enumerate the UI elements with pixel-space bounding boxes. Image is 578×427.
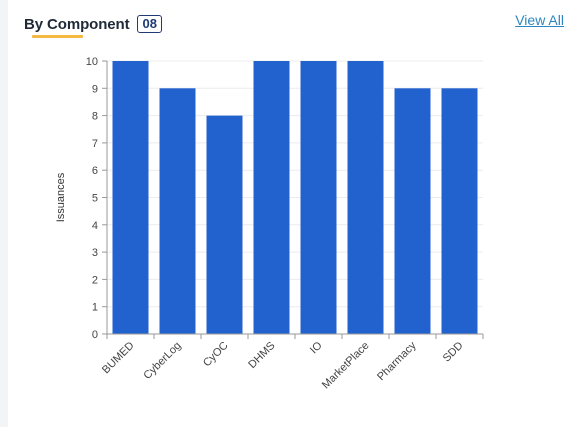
- y-tick-label: 2: [92, 274, 98, 286]
- y-tick-label: 10: [86, 56, 98, 68]
- y-tick-label: 9: [92, 83, 98, 95]
- x-tick-label: MarketPlace: [320, 340, 372, 392]
- left-panel-edge: [0, 0, 8, 427]
- x-tick-label: SDD: [441, 340, 466, 365]
- y-tick-label: 7: [92, 138, 98, 150]
- bar-bumed[interactable]: [112, 61, 149, 334]
- y-tick-label: 6: [92, 165, 98, 177]
- y-tick-label: 4: [92, 220, 98, 232]
- card-title: By Component: [24, 15, 130, 33]
- count-badge: 08: [137, 15, 162, 33]
- bar-marketplace[interactable]: [347, 61, 384, 334]
- bar-cyberlog[interactable]: [159, 88, 196, 334]
- y-tick-label: 5: [92, 193, 98, 205]
- x-tick-label: CyOC: [201, 340, 231, 370]
- title-underline: [32, 35, 83, 38]
- bar-dhms[interactable]: [253, 61, 290, 334]
- x-tick-label: DHMS: [246, 340, 277, 371]
- view-all-link[interactable]: View All: [515, 12, 564, 28]
- y-tick-label: 8: [92, 111, 98, 123]
- x-tick-label: CyberLog: [141, 340, 183, 382]
- y-axis-title: Issuances: [55, 172, 67, 222]
- y-tick-label: 1: [92, 302, 98, 314]
- component-card: By Component 08 View All: [8, 0, 578, 427]
- bar-sdd[interactable]: [441, 88, 478, 334]
- x-tick-label: Pharmacy: [375, 339, 419, 383]
- y-tick-label: 3: [92, 247, 98, 259]
- y-tick-label: 0: [92, 329, 98, 341]
- card-header: By Component 08: [24, 10, 162, 38]
- bar-io[interactable]: [300, 61, 337, 334]
- bar-pharmacy[interactable]: [394, 88, 431, 334]
- bar-cyoc[interactable]: [206, 115, 243, 334]
- x-tick-label: IO: [308, 339, 325, 356]
- x-tick-label: BUMED: [100, 340, 137, 377]
